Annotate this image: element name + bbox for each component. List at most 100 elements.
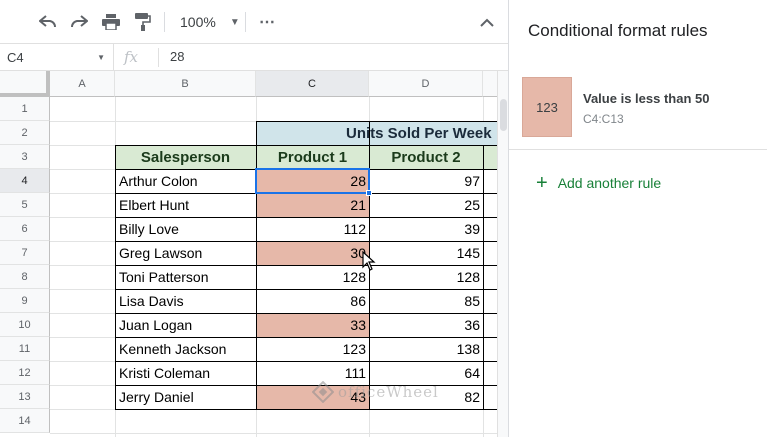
table-border bbox=[115, 337, 497, 338]
more-options-icon[interactable]: ⋯ bbox=[259, 14, 275, 31]
product-2-cell[interactable]: 97 bbox=[464, 173, 480, 189]
row-header-13[interactable]: 13 bbox=[0, 385, 50, 409]
row-header-8[interactable]: 8 bbox=[0, 265, 50, 289]
product-2-cell[interactable]: 64 bbox=[464, 365, 480, 381]
rule-condition-label: Value is less than 50 bbox=[583, 91, 710, 106]
formula-input[interactable]: 28 bbox=[170, 49, 185, 64]
column-header-d[interactable]: D bbox=[369, 71, 483, 97]
row-header-14[interactable]: 14 bbox=[0, 409, 50, 433]
rule-range-label: C4:C13 bbox=[583, 112, 624, 126]
product-1-cell[interactable]: 128 bbox=[342, 269, 366, 285]
table-border bbox=[115, 385, 497, 386]
salesperson-cell[interactable]: Billy Love bbox=[119, 221, 179, 237]
product-1-cell[interactable]: 28 bbox=[256, 169, 369, 193]
row-header-10[interactable]: 10 bbox=[0, 313, 50, 337]
zoom-select[interactable]: 100% ▼ bbox=[180, 12, 240, 32]
product-2-cell[interactable]: 145 bbox=[456, 245, 480, 261]
product-2-cell[interactable]: 138 bbox=[456, 341, 480, 357]
paint-format-icon[interactable] bbox=[132, 11, 154, 33]
product-1-cell[interactable]: 86 bbox=[350, 293, 366, 309]
salesperson-cell[interactable]: Kenneth Jackson bbox=[119, 341, 227, 357]
chevron-down-icon: ▼ bbox=[97, 53, 105, 62]
header-cell-e3[interactable] bbox=[483, 145, 497, 169]
product-2-cell[interactable]: 128 bbox=[456, 269, 480, 285]
table-border bbox=[115, 313, 497, 314]
salesperson-cell[interactable]: Juan Logan bbox=[119, 317, 193, 333]
sheet-area: 100% ▼ ⋯ C4 ▼ fx 28 A B bbox=[0, 0, 508, 437]
redo-icon[interactable] bbox=[68, 11, 90, 33]
column-header-b[interactable]: B bbox=[115, 71, 256, 97]
salesperson-cell[interactable]: Greg Lawson bbox=[119, 245, 203, 261]
row-header-1[interactable]: 1 bbox=[0, 97, 50, 121]
gridline bbox=[50, 409, 497, 410]
row-header-12[interactable]: 12 bbox=[0, 361, 50, 385]
product-1-cell[interactable]: 112 bbox=[343, 221, 366, 237]
product-2-cell[interactable]: 39 bbox=[464, 221, 480, 237]
print-icon[interactable] bbox=[100, 11, 122, 33]
table-border bbox=[483, 145, 484, 410]
product-2-cell[interactable]: 36 bbox=[464, 317, 480, 333]
row-header-11[interactable]: 11 bbox=[0, 337, 50, 361]
table-border bbox=[115, 361, 497, 362]
gridline bbox=[50, 433, 497, 434]
salesperson-cell[interactable]: Toni Patterson bbox=[119, 269, 209, 285]
fill-handle[interactable] bbox=[366, 190, 372, 196]
chevron-down-icon: ▼ bbox=[229, 16, 240, 28]
salesperson-cell[interactable]: Arthur Colon bbox=[119, 173, 198, 189]
scrollbar-thumb[interactable] bbox=[500, 99, 507, 131]
row-header-2[interactable]: 2 bbox=[0, 121, 50, 145]
table-border bbox=[115, 193, 497, 194]
name-box[interactable]: C4 ▼ bbox=[0, 44, 114, 71]
zoom-value: 100% bbox=[180, 14, 216, 30]
header-product-2[interactable]: Product 2 bbox=[369, 145, 483, 169]
add-another-rule-button[interactable]: + Add another rule bbox=[536, 172, 662, 194]
header-product-1[interactable]: Product 1 bbox=[256, 145, 369, 169]
product-1-cell[interactable]: 30 bbox=[256, 241, 369, 265]
salesperson-cell[interactable]: Jerry Daniel bbox=[119, 389, 194, 405]
product-2-cell[interactable]: 82 bbox=[464, 389, 480, 405]
product-1-cell[interactable]: 43 bbox=[256, 385, 369, 409]
salesperson-cell[interactable]: Lisa Davis bbox=[119, 293, 184, 309]
panel-title: Conditional format rules bbox=[528, 21, 708, 40]
product-1-cell[interactable]: 111 bbox=[344, 365, 366, 381]
row-header-6[interactable]: 6 bbox=[0, 217, 50, 241]
salesperson-cell[interactable]: Kristi Coleman bbox=[119, 365, 211, 381]
formula-divider bbox=[158, 48, 159, 67]
row-header-5[interactable]: 5 bbox=[0, 193, 50, 217]
table-border bbox=[115, 241, 497, 242]
row-header-7[interactable]: 7 bbox=[0, 241, 50, 265]
band-title-cell[interactable]: Units Sold Per Week bbox=[256, 121, 497, 145]
format-rule-item[interactable]: 123 Value is less than 50 C4:C13 bbox=[509, 62, 767, 150]
column-header-c[interactable]: C bbox=[256, 71, 369, 97]
select-all-corner[interactable] bbox=[0, 71, 50, 97]
table-border bbox=[115, 169, 497, 170]
toolbar: 100% ▼ ⋯ bbox=[0, 0, 508, 44]
row-header-3[interactable]: 3 bbox=[0, 145, 50, 169]
vertical-scrollbar[interactable] bbox=[497, 71, 508, 437]
product-2-cell[interactable]: 25 bbox=[464, 197, 480, 213]
function-icon: fx bbox=[124, 48, 139, 66]
column-header-a[interactable]: A bbox=[50, 71, 115, 97]
conditional-format-panel: Conditional format rules 123 Value is le… bbox=[508, 0, 767, 437]
plus-icon: + bbox=[536, 172, 548, 194]
salesperson-cell[interactable]: Elbert Hunt bbox=[119, 197, 190, 213]
product-2-cell[interactable]: 85 bbox=[464, 293, 480, 309]
table-border bbox=[115, 289, 497, 290]
row-header-9[interactable]: 9 bbox=[0, 289, 50, 313]
product-1-cell[interactable]: 33 bbox=[256, 313, 369, 337]
table-border bbox=[115, 265, 497, 266]
add-rule-label: Add another rule bbox=[557, 175, 662, 191]
cell-reference: C4 bbox=[7, 50, 24, 65]
toolbar-divider bbox=[245, 12, 246, 32]
product-1-cell[interactable]: 21 bbox=[256, 193, 369, 217]
row-header-4[interactable]: 4 bbox=[0, 169, 50, 193]
header-salesperson[interactable]: Salesperson bbox=[115, 145, 256, 169]
product-1-cell[interactable]: 123 bbox=[342, 341, 366, 357]
watermark-logo: officeWheel bbox=[312, 381, 439, 403]
toolbar-divider bbox=[164, 12, 165, 32]
collapse-toolbar-button[interactable] bbox=[478, 13, 496, 31]
watermark-text: officeWheel bbox=[338, 383, 439, 401]
undo-icon[interactable] bbox=[37, 11, 59, 33]
column-header-e[interactable] bbox=[483, 71, 497, 97]
